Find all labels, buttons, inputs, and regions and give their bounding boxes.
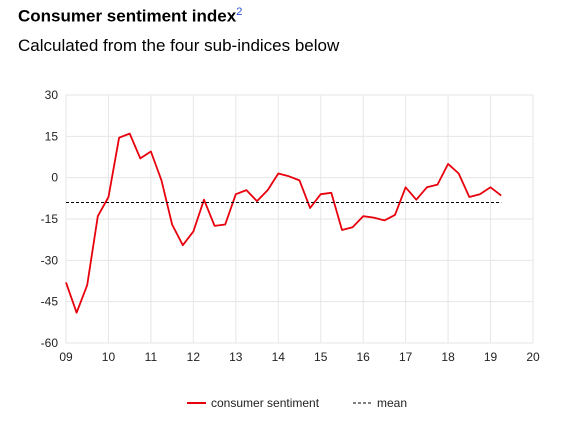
chart-title-text: Consumer sentiment index <box>18 6 237 26</box>
x-tick-label: 15 <box>314 350 328 364</box>
y-tick-label: 30 <box>45 88 59 102</box>
y-tick-label: -15 <box>41 212 59 226</box>
legend: consumer sentiment mean <box>187 396 407 410</box>
x-tick-label: 13 <box>229 350 243 364</box>
x-tick-label: 19 <box>484 350 498 364</box>
x-tick-label: 14 <box>272 350 286 364</box>
footnote-marker[interactable]: 2 <box>236 6 243 18</box>
x-tick-label: 20 <box>526 350 540 364</box>
y-tick-label: -30 <box>41 253 59 267</box>
grid-lines <box>65 94 534 344</box>
x-axis-ticks: 09 10 11 12 13 14 15 16 17 18 19 20 <box>59 350 540 364</box>
y-tick-label: 15 <box>45 129 59 143</box>
legend-label-sentiment: consumer sentiment <box>211 396 320 410</box>
x-tick-label: 17 <box>399 350 413 364</box>
x-tick-label: 16 <box>357 350 371 364</box>
chart-title: Consumer sentiment index2 <box>18 6 242 27</box>
x-tick-label: 18 <box>441 350 455 364</box>
x-tick-label: 09 <box>59 350 73 364</box>
y-tick-label: -60 <box>41 336 59 350</box>
legend-label-mean: mean <box>377 396 407 410</box>
y-tick-label: 0 <box>51 171 58 185</box>
x-tick-label: 10 <box>102 350 116 364</box>
y-axis-ticks: 30 15 0 -15 -30 -45 -60 <box>41 88 59 350</box>
chart-subtitle: Calculated from the four sub-indices bel… <box>18 36 340 55</box>
x-tick-label: 12 <box>187 350 201 364</box>
y-tick-label: -45 <box>41 295 59 309</box>
x-tick-label: 11 <box>145 350 158 364</box>
sentiment-line <box>65 132 502 314</box>
series-layer <box>65 132 502 314</box>
